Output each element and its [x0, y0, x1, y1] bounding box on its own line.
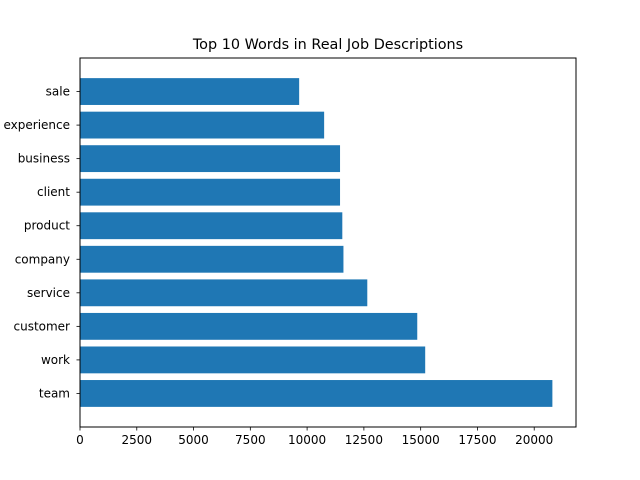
y-tick-label-team: team: [39, 386, 70, 400]
x-axis: 0 2500 5000 7500 10000 12500 15000 17500 20000: [76, 427, 553, 447]
plot-frame: [79, 57, 577, 428]
y-tick-label-company: company: [15, 252, 70, 266]
bar-business: [80, 145, 341, 173]
y-tick-label-product: product: [24, 219, 70, 233]
y-tick-label-client: client: [37, 185, 70, 199]
x-tick-label: 20000: [515, 433, 553, 447]
x-tick-label: 7500: [235, 433, 266, 447]
x-tick-label: 0: [76, 433, 84, 447]
bar-customer: [80, 312, 418, 340]
bar-work: [80, 346, 426, 374]
bars-group: [80, 78, 553, 407]
bar-service: [80, 279, 368, 307]
bar-sale: [80, 78, 300, 105]
y-tick-label-service: service: [27, 286, 70, 300]
chart-title: Top 10 Words in Real Job Descriptions: [192, 37, 463, 53]
x-tick-label: 15000: [402, 433, 440, 447]
x-tick-label: 10000: [288, 433, 326, 447]
x-tick-label: 17500: [458, 433, 496, 447]
bar-product: [80, 212, 343, 240]
bar-experience: [80, 111, 325, 139]
x-tick-label: 12500: [345, 433, 383, 447]
x-tick-label: 5000: [178, 433, 209, 447]
bar-client: [80, 178, 341, 206]
y-tick-label-work: work: [41, 353, 70, 367]
y-tick-label-business: business: [18, 152, 70, 166]
x-tick-label: 2500: [122, 433, 153, 447]
y-tick-label-experience: experience: [3, 118, 70, 132]
y-axis: team work customer service company product cli…: [3, 85, 80, 400]
y-tick-label-sale: sale: [46, 85, 70, 99]
y-tick-label-customer: customer: [13, 319, 70, 333]
bar-company: [80, 245, 344, 273]
bar-team: [80, 380, 553, 407]
